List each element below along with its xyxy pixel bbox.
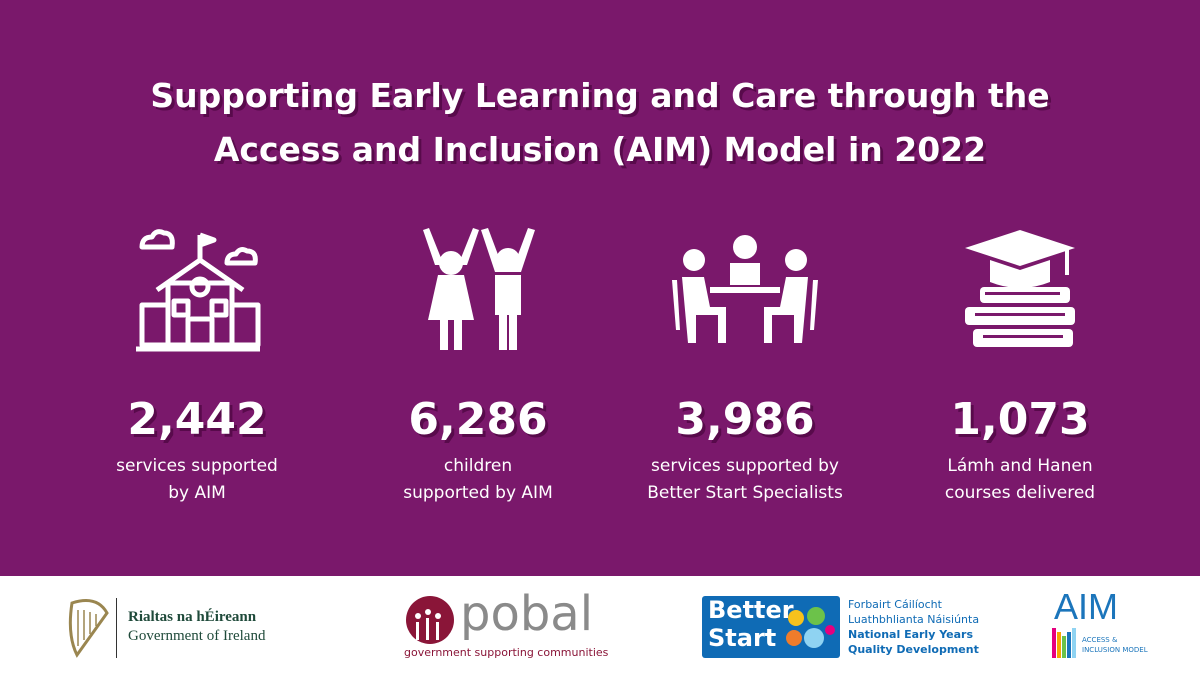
stat-description: services supported by (651, 456, 839, 476)
better-start-dots (786, 607, 835, 648)
banner: Supporting Early Learning and Care throu… (0, 0, 1200, 576)
better-start-text: Luathbhlianta Náisiúnta (848, 613, 980, 626)
footer: Rialtas na hÉireann Government of Irelan… (0, 576, 1200, 675)
stat-description: courses delivered (944, 483, 1096, 503)
divider (116, 598, 117, 658)
books-icon (965, 230, 1075, 347)
stat: 6,286 children supported by AIM (338, 225, 618, 507)
title-line: Access and Inclusion (AIM) Model in 2022 (213, 130, 987, 169)
aim-name: AIM (1054, 586, 1119, 627)
stat: 2,442 services supported by AIM (57, 225, 337, 507)
pobal-logo (406, 596, 454, 644)
stat-description: services supported (116, 456, 278, 476)
school-icon (136, 229, 261, 352)
stat: 3,986 services supported by Better Start … (605, 225, 885, 507)
stat-description: supported by AIM (403, 483, 553, 503)
aim-bars (1052, 628, 1076, 658)
stat-value: 3,986 (675, 394, 815, 445)
stat-value: 6,286 (408, 394, 548, 445)
stat-description: Lámh and Hanen (947, 456, 1093, 476)
stat-value: 1,073 (950, 394, 1090, 445)
better-start-text: Forbairt Cáilíocht (848, 598, 942, 611)
pobal-tagline: government supporting communities (404, 646, 609, 659)
stat: 1,073 Lámh and Hanen courses delivered (880, 225, 1160, 507)
stat-description: by AIM (168, 483, 226, 503)
gov-english: Government of Ireland (128, 628, 266, 644)
aim-tagline: INCLUSION MODEL (1082, 646, 1148, 654)
better-start-name: Start (708, 624, 777, 652)
better-start-text: Quality Development (848, 643, 979, 656)
better-start-text: National Early Years (848, 628, 974, 641)
title-line: Supporting Early Learning and Care throu… (150, 76, 1050, 115)
stat-description: children (443, 456, 513, 476)
meeting-icon (672, 235, 818, 343)
aim-tagline: ACCESS & (1082, 636, 1118, 644)
harp-logo (68, 599, 109, 658)
stat-value: 2,442 (127, 394, 267, 445)
better-start-name: Better (708, 596, 794, 624)
children-icon (423, 228, 535, 350)
better-start-box (702, 596, 840, 658)
gov-irish: Rialtas na hÉireann (128, 609, 257, 625)
pobal-name: pobal (460, 586, 594, 642)
stat-description: Better Start Specialists (647, 483, 843, 503)
